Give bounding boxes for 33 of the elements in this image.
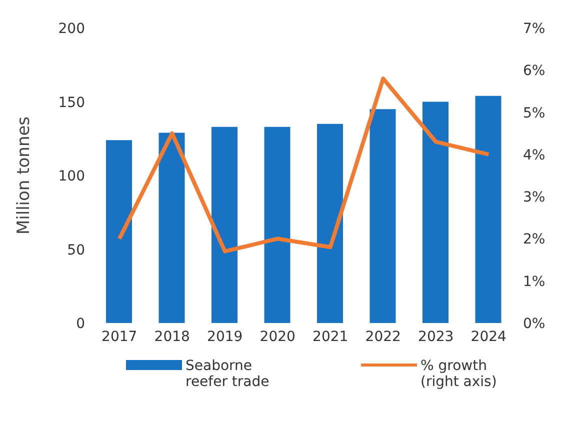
legend-label: Seaborne reefer trade [186,358,270,390]
x-tick-label: 2023 [418,328,454,345]
y2-tick-label: 0% [523,316,546,332]
y-axis-title: Million tonnes [14,116,34,235]
y2-tick-label: 6% [523,63,546,80]
y2-tick-label: 3% [523,190,546,206]
x-tick-label: 2020 [260,328,296,345]
x-tick-label: 2024 [470,328,507,345]
x-tick-label: 2019 [207,328,243,345]
x-tick-label: 2022 [365,328,401,345]
y2-tick-label: 1% [523,274,546,290]
bar [370,109,396,323]
line-series [117,76,491,254]
bar [422,102,448,323]
x-tick-label: 2017 [102,328,138,345]
x-tick-label: 2018 [154,328,190,345]
x-tick-label: 2021 [312,328,348,345]
y2-tick-label: 4% [523,147,546,164]
bar [264,126,290,323]
bar [106,140,132,323]
legend-label: % growth (right axis) [420,358,498,390]
y-tick-label: 0 [76,316,85,332]
y-tick-label: 100 [58,168,85,184]
bar [475,96,502,323]
y-tick-label: 50 [67,242,85,258]
y2-tick-label: 2% [523,232,546,248]
y-tick-label: 200 [58,21,85,37]
bar [212,126,238,323]
y2-tick-label: 7% [523,20,546,37]
y-tick-label: 150 [58,94,85,111]
y2-tick-label: 5% [523,105,546,122]
bar [158,132,185,323]
bar [317,124,343,323]
